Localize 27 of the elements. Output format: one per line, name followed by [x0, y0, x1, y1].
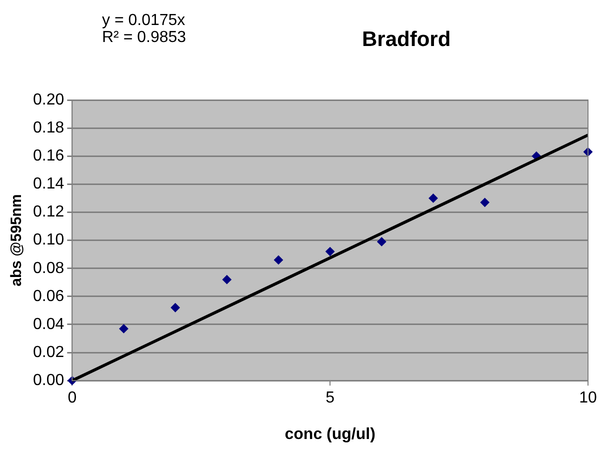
- point: [428, 194, 438, 203]
- text: y = 0.0175x: [102, 12, 186, 29]
- chart-title: Bradford: [362, 28, 451, 52]
- x-axis-title: conc (ug/ul): [284, 426, 376, 443]
- point: [326, 247, 335, 256]
- y-tick-label: 0.08: [33, 260, 64, 277]
- y-tick-label: 0.06: [33, 288, 64, 305]
- point: [222, 275, 232, 284]
- y-tick-label: 0.04: [33, 316, 64, 333]
- y-tick-label: 0.18: [33, 119, 64, 136]
- y-axis-title: abs @595nm: [8, 194, 26, 286]
- y-tick-label: 0.12: [33, 204, 64, 221]
- point: [170, 303, 180, 312]
- x-tick-label: 10: [579, 390, 597, 407]
- x-tick-label: 0: [68, 390, 77, 407]
- y-tick-label: 0.10: [33, 232, 64, 249]
- y-tick-label: 0.00: [33, 372, 64, 390]
- point: [274, 255, 283, 264]
- point: [119, 324, 128, 334]
- point: [480, 198, 490, 207]
- x-tick-label: 5: [326, 390, 335, 407]
- point: [377, 237, 386, 246]
- y-tick-label: 0.20: [33, 91, 64, 108]
- y-tick-label: 0.02: [33, 344, 64, 361]
- y-tick-label: 0.14: [33, 176, 64, 193]
- text: R² = 0.9853: [102, 29, 186, 46]
- y-tick-label: 0.16: [33, 148, 64, 165]
